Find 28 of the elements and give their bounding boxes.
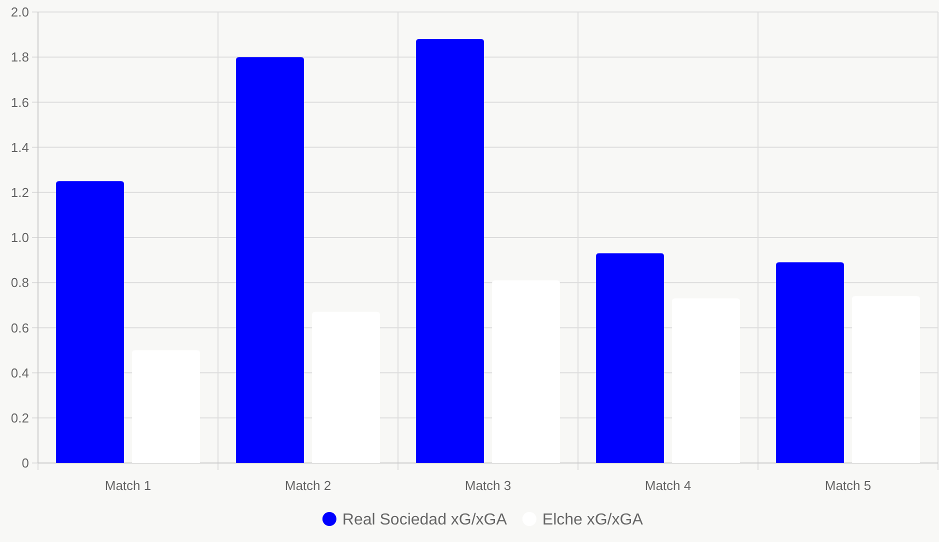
bar	[236, 57, 304, 463]
y-tick-label: 0.4	[10, 365, 29, 380]
y-tick-label: 0.2	[10, 410, 29, 426]
y-tick-label: 1.4	[10, 140, 29, 155]
bar	[416, 39, 484, 463]
x-tick-label: Match 1	[104, 478, 152, 493]
bar	[492, 280, 560, 463]
y-tick-label: 2.0	[10, 4, 29, 20]
y-tick-label: 0	[22, 456, 29, 471]
legend-label: Real Sociedad xG/xGA	[342, 512, 508, 529]
x-tick-label: Match 3	[464, 478, 512, 493]
bar	[776, 262, 844, 463]
y-tick-label: 1.0	[10, 230, 29, 246]
y-tick-label: 1.6	[10, 94, 29, 110]
bar	[596, 253, 664, 463]
x-tick-label: Match 5	[824, 478, 872, 493]
y-tick-label: 0.8	[10, 275, 29, 290]
legend-label: Elche xG/xGA	[542, 512, 644, 529]
x-tick-label: Match 4	[644, 478, 692, 493]
y-tick-label: 1.8	[10, 50, 29, 65]
bar	[852, 296, 920, 463]
bar	[132, 350, 200, 463]
bar	[672, 298, 740, 463]
y-tick-label: 0.6	[10, 320, 29, 336]
bar	[56, 181, 124, 463]
x-tick-label: Match 2	[284, 478, 332, 493]
y-tick-label: 1.2	[10, 184, 29, 200]
bar	[312, 312, 380, 463]
